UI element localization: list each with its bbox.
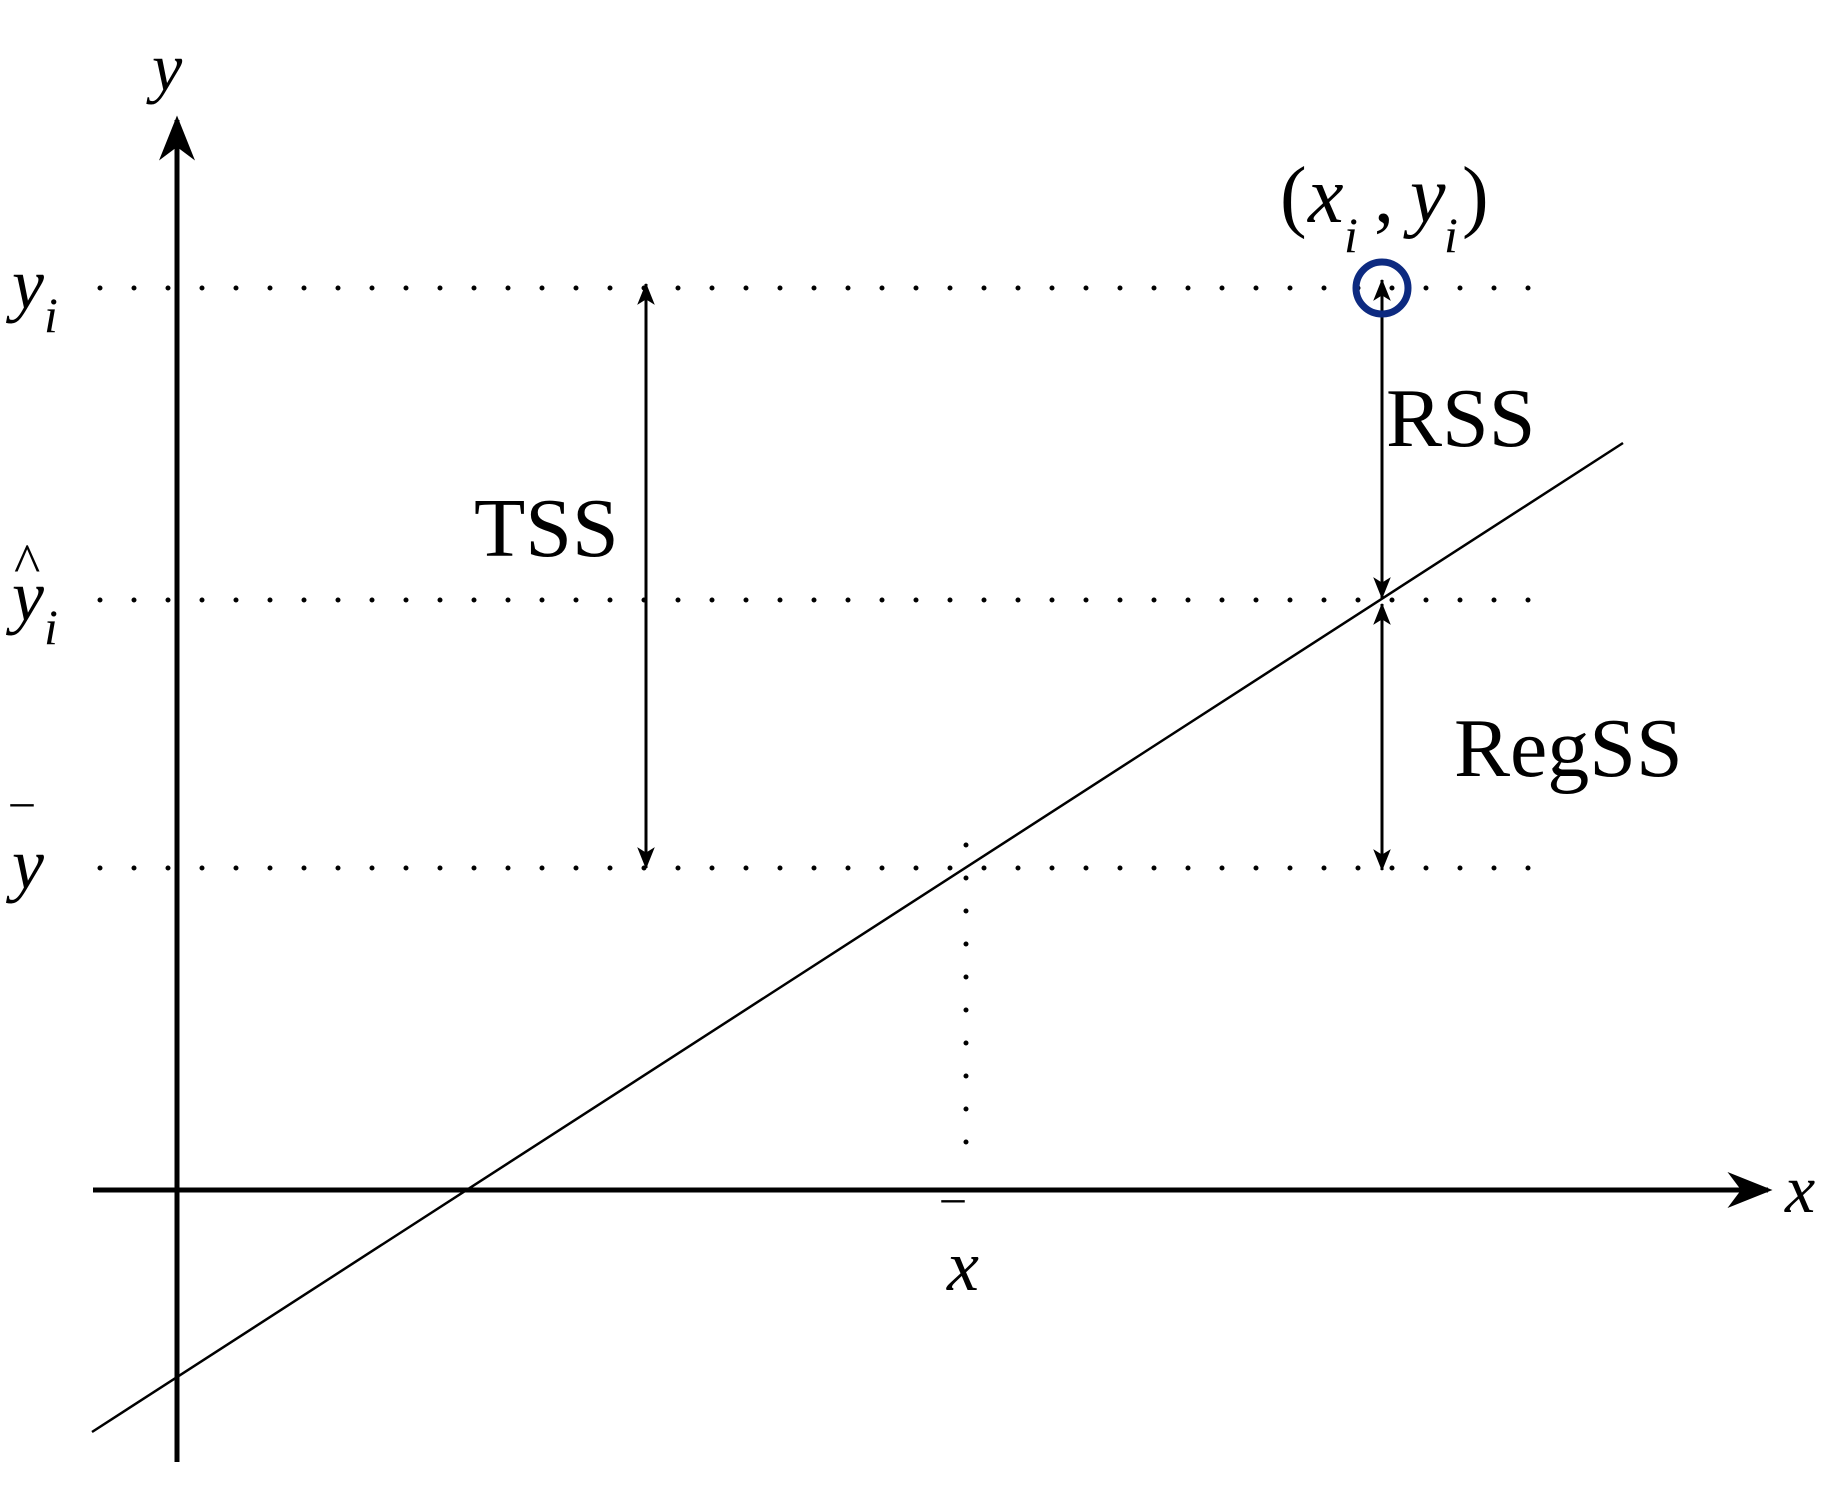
y-axis-label: y — [146, 29, 183, 105]
observation-point — [1352, 258, 1412, 318]
tss-label: TSS — [474, 482, 619, 575]
svg-text:,: , — [1374, 152, 1394, 240]
fitted-y-label: ^ y i — [5, 533, 58, 655]
svg-text:i: i — [1344, 207, 1358, 263]
x-axis-label: x — [1784, 1151, 1815, 1227]
svg-text:y: y — [5, 244, 44, 324]
mean-y-label: ‾ y — [5, 799, 44, 904]
svg-text:y: y — [5, 556, 44, 636]
svg-text:y: y — [1403, 152, 1446, 240]
svg-text:x: x — [946, 1226, 979, 1306]
regss-label: RegSS — [1454, 702, 1683, 795]
svg-text:i: i — [44, 599, 58, 655]
mean-x-label: ‾ x — [941, 1195, 979, 1306]
svg-text:y: y — [5, 824, 44, 904]
svg-text:‾: ‾ — [10, 799, 34, 865]
svg-text:x: x — [1307, 152, 1344, 240]
rss-label: RSS — [1386, 372, 1535, 465]
svg-text:‾: ‾ — [941, 1195, 965, 1261]
svg-text:): ) — [1462, 152, 1489, 240]
observation-point-label: ( x i , y i ) — [1280, 152, 1489, 263]
observed-y-label: y i — [5, 244, 58, 343]
svg-text:i: i — [44, 287, 58, 343]
svg-text:(: ( — [1280, 152, 1307, 240]
svg-text:^: ^ — [14, 533, 40, 595]
regression-line — [91, 441, 1624, 1434]
svg-text:i: i — [1444, 207, 1458, 263]
